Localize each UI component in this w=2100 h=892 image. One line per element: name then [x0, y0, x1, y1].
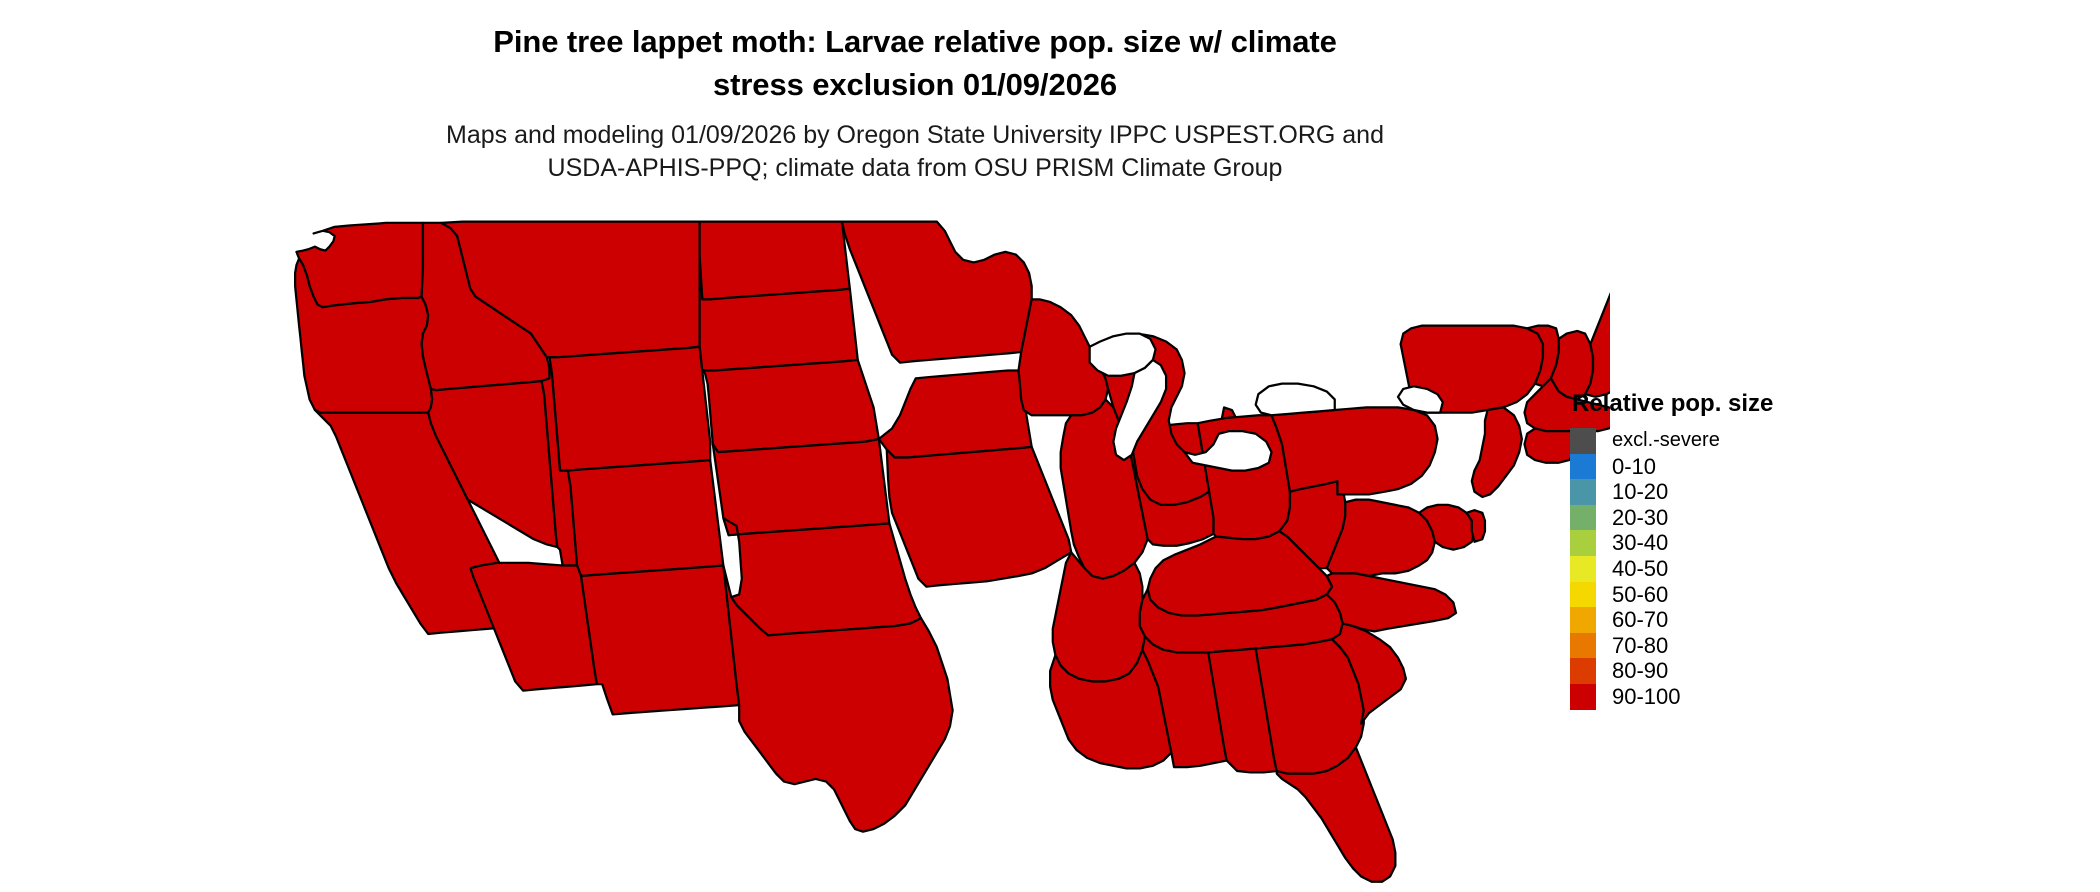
state-nd[interactable] — [698, 220, 851, 301]
state-co[interactable] — [566, 458, 725, 578]
title-line-2: stress exclusion 01/09/2026 — [712, 67, 1118, 102]
legend-item: 30-40 — [1570, 530, 1900, 556]
state-mn[interactable] — [840, 220, 1033, 364]
lake-5 — [1396, 385, 1444, 414]
legend-item-label: excl.-severe — [1612, 429, 1720, 451]
legend-item: 50-60 — [1570, 581, 1900, 608]
state-pa[interactable] — [1270, 406, 1439, 496]
legend-color-swatch — [1570, 658, 1596, 684]
choropleth-map — [290, 215, 1610, 887]
subtitle-line-2: USDA-APHIS-PPQ; climate data from OSU PR… — [547, 154, 1283, 182]
legend-item-label: 80-90 — [1612, 658, 1669, 684]
legend-item: 40-50 — [1570, 555, 1900, 582]
legend-color-swatch — [1570, 555, 1596, 582]
page-subtitle: Maps and modeling 01/09/2026 by Oregon S… — [0, 119, 1830, 185]
legend-item: excl.-severe — [1570, 428, 1900, 454]
legend-color-swatch — [1570, 453, 1596, 480]
legend-color-swatch — [1570, 581, 1596, 608]
legend-item-label: 60-70 — [1612, 607, 1669, 633]
legend-item: 10-20 — [1570, 479, 1900, 505]
state-wy[interactable] — [548, 345, 712, 472]
legend-color-swatch — [1570, 683, 1596, 710]
state-me[interactable] — [1583, 270, 1610, 398]
legend-item-label: 90-100 — [1612, 683, 1681, 709]
state-ok[interactable] — [722, 516, 923, 637]
state-nj[interactable] — [1470, 406, 1523, 499]
legend-item-list: excl.-severe 0-10 10-20 20-30 30-40 40-50 50-6… — [1570, 428, 1900, 710]
state-ct[interactable] — [1523, 427, 1576, 464]
legend-item: 70-80 — [1570, 632, 1900, 659]
legend-item-label: 20-30 — [1612, 504, 1669, 530]
legend-color-swatch — [1570, 428, 1596, 454]
state-ne[interactable] — [701, 358, 880, 454]
great-lakes — [1088, 332, 1444, 472]
title-line-1: Pine tree lappet moth: Larvae relative p… — [493, 24, 1337, 59]
legend-item: 0-10 — [1570, 453, 1900, 480]
legend-color-swatch — [1570, 479, 1596, 505]
subtitle-line-1: Maps and modeling 01/09/2026 by Oregon S… — [446, 121, 1384, 149]
map-legend: Relative pop. size excl.-severe 0-10 10-20… — [1570, 390, 1900, 710]
legend-color-swatch — [1570, 504, 1596, 531]
legend-item-label: 50-60 — [1612, 581, 1669, 607]
lake-2 — [1112, 358, 1168, 462]
page-title: Pine tree lappet moth: Larvae relative p… — [0, 20, 1830, 106]
state-ks[interactable] — [711, 437, 891, 537]
state-wa[interactable] — [295, 221, 425, 309]
state-nc[interactable] — [1325, 572, 1458, 633]
legend-item: 60-70 — [1570, 607, 1900, 633]
legend-item: 90-100 — [1570, 683, 1900, 710]
state-tx[interactable] — [722, 564, 954, 833]
state-nm[interactable] — [579, 564, 741, 716]
lake-4 — [1254, 382, 1336, 417]
legend-color-swatch — [1570, 607, 1596, 633]
legend-item: 80-90 — [1570, 658, 1900, 684]
legend-item-label: 40-50 — [1612, 555, 1669, 581]
legend-title: Relative pop. size — [1572, 390, 1774, 417]
lake-3 — [1183, 429, 1273, 472]
us-states-svg — [294, 220, 1610, 883]
state-ma[interactable] — [1523, 377, 1610, 433]
state-mo[interactable] — [885, 445, 1073, 588]
state-de[interactable] — [1465, 509, 1487, 543]
legend-color-swatch — [1570, 632, 1596, 659]
state-polygons — [294, 220, 1610, 883]
legend-item: 20-30 — [1570, 504, 1900, 531]
legend-item-label: 0-10 — [1612, 453, 1657, 479]
legend-item-label: 10-20 — [1612, 479, 1669, 505]
legend-item-label: 30-40 — [1612, 530, 1669, 556]
legend-item-label: 70-80 — [1612, 632, 1669, 658]
legend-color-swatch — [1570, 530, 1596, 556]
state-fl[interactable] — [1275, 746, 1397, 883]
state-ia[interactable] — [877, 369, 1033, 459]
